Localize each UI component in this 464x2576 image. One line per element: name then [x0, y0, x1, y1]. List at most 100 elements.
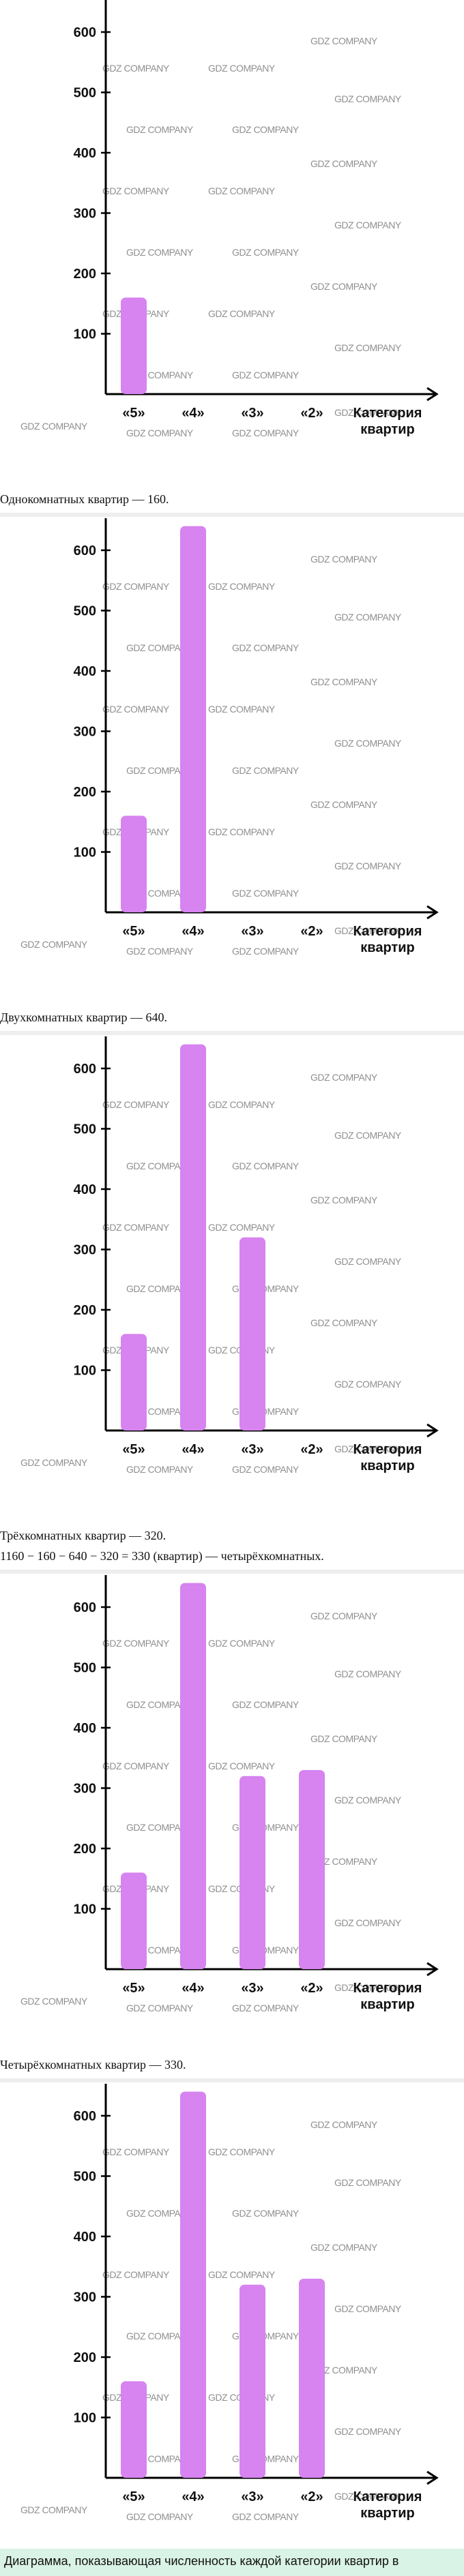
watermark-text: GDZ COMPANY [126, 247, 194, 258]
watermark-text: GDZ COMPANY [334, 1795, 402, 1806]
x-axis-label: Категория [353, 924, 422, 939]
watermark-text: GDZ COMPANY [232, 888, 300, 899]
chart-stage-1: GDZ COMPANY GDZ COMPANY GDZ COMPANY GDZ COM… [0, 0, 464, 477]
x-axis-label: квартир [360, 1997, 414, 2012]
x-tick-label: «4» [182, 2489, 204, 2504]
x-axis-label: квартир [360, 2506, 414, 2521]
y-tick-label: 400 [74, 1182, 96, 1197]
chart-stage-4: GDZ COMPANY GDZ COMPANY GDZ COMPANY GDZ COM… [0, 1575, 464, 2052]
watermark-text: GDZ COMPANY [126, 1822, 194, 1833]
watermark-text: GDZ COMPANY [126, 1160, 194, 1171]
watermark-text: GDZ COMPANY [126, 2003, 194, 2013]
y-tick-label: 600 [74, 25, 96, 40]
bar-chart-5: GDZ COMPANY GDZ COMPANY GDZ COMPANY GDZ COM… [20, 2084, 439, 2522]
x-axis-label: квартир [360, 1458, 414, 1473]
watermark-text: GDZ COMPANY [310, 158, 378, 169]
watermark-text: GDZ COMPANY [126, 428, 194, 438]
bar [180, 526, 206, 912]
watermark-text: GDZ COMPANY [102, 2146, 170, 2157]
bar-chart-2: GDZ COMPANY GDZ COMPANY GDZ COMPANY GDZ COM… [20, 518, 439, 957]
watermark-text: GDZ COMPANY [102, 581, 170, 592]
chart-stage-5: GDZ COMPANY GDZ COMPANY GDZ COMPANY GDZ COM… [0, 2084, 464, 2547]
watermark-text: GDZ COMPANY [126, 642, 194, 653]
separator-4 [0, 2078, 464, 2082]
x-tick-label: «4» [182, 406, 204, 421]
watermark-text: GDZ COMPANY [232, 1160, 300, 1171]
bar [240, 1776, 265, 1969]
watermark-text: GDZ COMPANY [310, 2119, 378, 2130]
bar [180, 2091, 206, 2478]
watermark-text: GDZ COMPANY [310, 1195, 378, 1205]
formula-text: 1160 − 160 − 640 − 320 = 330 (квартир) —… [0, 1549, 324, 1563]
watermark-text: GDZ COMPANY [310, 1611, 378, 1621]
x-axis-label: Категория [353, 1981, 422, 1996]
watermark-text: GDZ COMPANY [208, 2146, 276, 2157]
bar [299, 1769, 325, 1969]
watermark-text: GDZ COMPANY [334, 612, 402, 623]
final-caption: Диаграмма, показывающая численность кажд… [0, 2549, 464, 2576]
watermark-text: GDZ COMPANY [126, 1283, 194, 1294]
x-tick-label: «2» [300, 1981, 323, 1996]
step-text-3: Трёхкомнатных квартир — 320. [0, 1529, 166, 1542]
separator-1 [0, 513, 464, 517]
x-tick-label: «5» [122, 1981, 145, 1996]
watermark-text: GDZ COMPANY [232, 946, 300, 957]
bar [121, 1334, 147, 1431]
y-tick-label: 100 [74, 2411, 96, 2426]
watermark-text: GDZ COMPANY [232, 124, 300, 135]
x-axis-label: Категория [353, 2489, 422, 2504]
x-tick-label: «2» [300, 1442, 323, 1457]
watermark-text: GDZ COMPANY [232, 1699, 300, 1710]
y-tick-label: 500 [74, 86, 96, 101]
watermark-text: GDZ COMPANY [334, 1668, 402, 1679]
bar-chart-4: GDZ COMPANY GDZ COMPANY GDZ COMPANY GDZ COM… [20, 1575, 439, 2013]
x-axis-label: Категория [353, 406, 422, 421]
step-text-1: Однокомнатных квартир — 160. [0, 492, 169, 506]
y-tick-label: 200 [74, 267, 96, 282]
watermark-text: GDZ COMPANY [310, 2242, 378, 2253]
watermark-text: GDZ COMPANY [232, 247, 300, 258]
watermark-text: GDZ COMPANY [126, 1699, 194, 1710]
step-text-4: Четырёхкомнатных квартир — 330. [0, 2058, 186, 2071]
y-tick-label: 600 [74, 1600, 96, 1615]
x-tick-label: «4» [182, 1981, 204, 1996]
watermark-text: GDZ COMPANY [208, 1099, 276, 1110]
y-tick-label: 100 [74, 1364, 96, 1379]
watermark-text: GDZ COMPANY [334, 1256, 402, 1267]
watermark-text: GDZ COMPANY [334, 1443, 402, 1454]
watermark-text: GDZ COMPANY [310, 554, 378, 565]
chart-stage-2: GDZ COMPANY GDZ COMPANY GDZ COMPANY GDZ COM… [0, 518, 464, 995]
x-axis-arrow [426, 2470, 439, 2485]
y-tick-label: 200 [74, 1842, 96, 1857]
y-tick-label: 100 [74, 845, 96, 860]
watermark-text: GDZ COMPANY [102, 1638, 170, 1649]
watermark-text: GDZ COMPANY [208, 63, 276, 74]
y-tick-label: 600 [74, 1062, 96, 1077]
bar-chart-3: GDZ COMPANY GDZ COMPANY GDZ COMPANY GDZ COM… [20, 1036, 439, 1475]
x-tick-label: «3» [241, 406, 263, 421]
y-tick-label: 300 [74, 207, 96, 222]
watermark-text: GDZ COMPANY [102, 704, 170, 715]
x-axis-label: квартир [360, 940, 414, 955]
watermark-text: GDZ COMPANY [310, 35, 378, 46]
watermark-text: GDZ COMPANY [102, 1761, 170, 1771]
watermark-text: GDZ COMPANY [310, 676, 378, 687]
watermark-text: GDZ COMPANY [102, 63, 170, 74]
y-tick-label: 400 [74, 2230, 96, 2245]
bar [121, 815, 147, 912]
watermark-text: GDZ COMPANY [126, 946, 194, 957]
watermark-text: GDZ COMPANY [334, 2303, 402, 2314]
separator-2 [0, 1031, 464, 1035]
x-tick-label: «5» [122, 406, 145, 421]
y-tick-label: 300 [74, 1243, 96, 1258]
watermark-text: GDZ COMPANY [310, 1317, 378, 1328]
watermark-text: GDZ COMPANY [334, 407, 402, 418]
y-tick-label: 200 [74, 2350, 96, 2365]
watermark-text: GDZ COMPANY [126, 2208, 194, 2219]
x-axis-arrow [426, 1962, 439, 1977]
separator-3 [0, 1570, 464, 1574]
bar [121, 1872, 147, 1969]
watermark-text: GDZ COMPANY [310, 1072, 378, 1083]
watermark-text: GDZ COMPANY [232, 370, 300, 380]
watermark-text: GDZ COMPANY [232, 1464, 300, 1475]
